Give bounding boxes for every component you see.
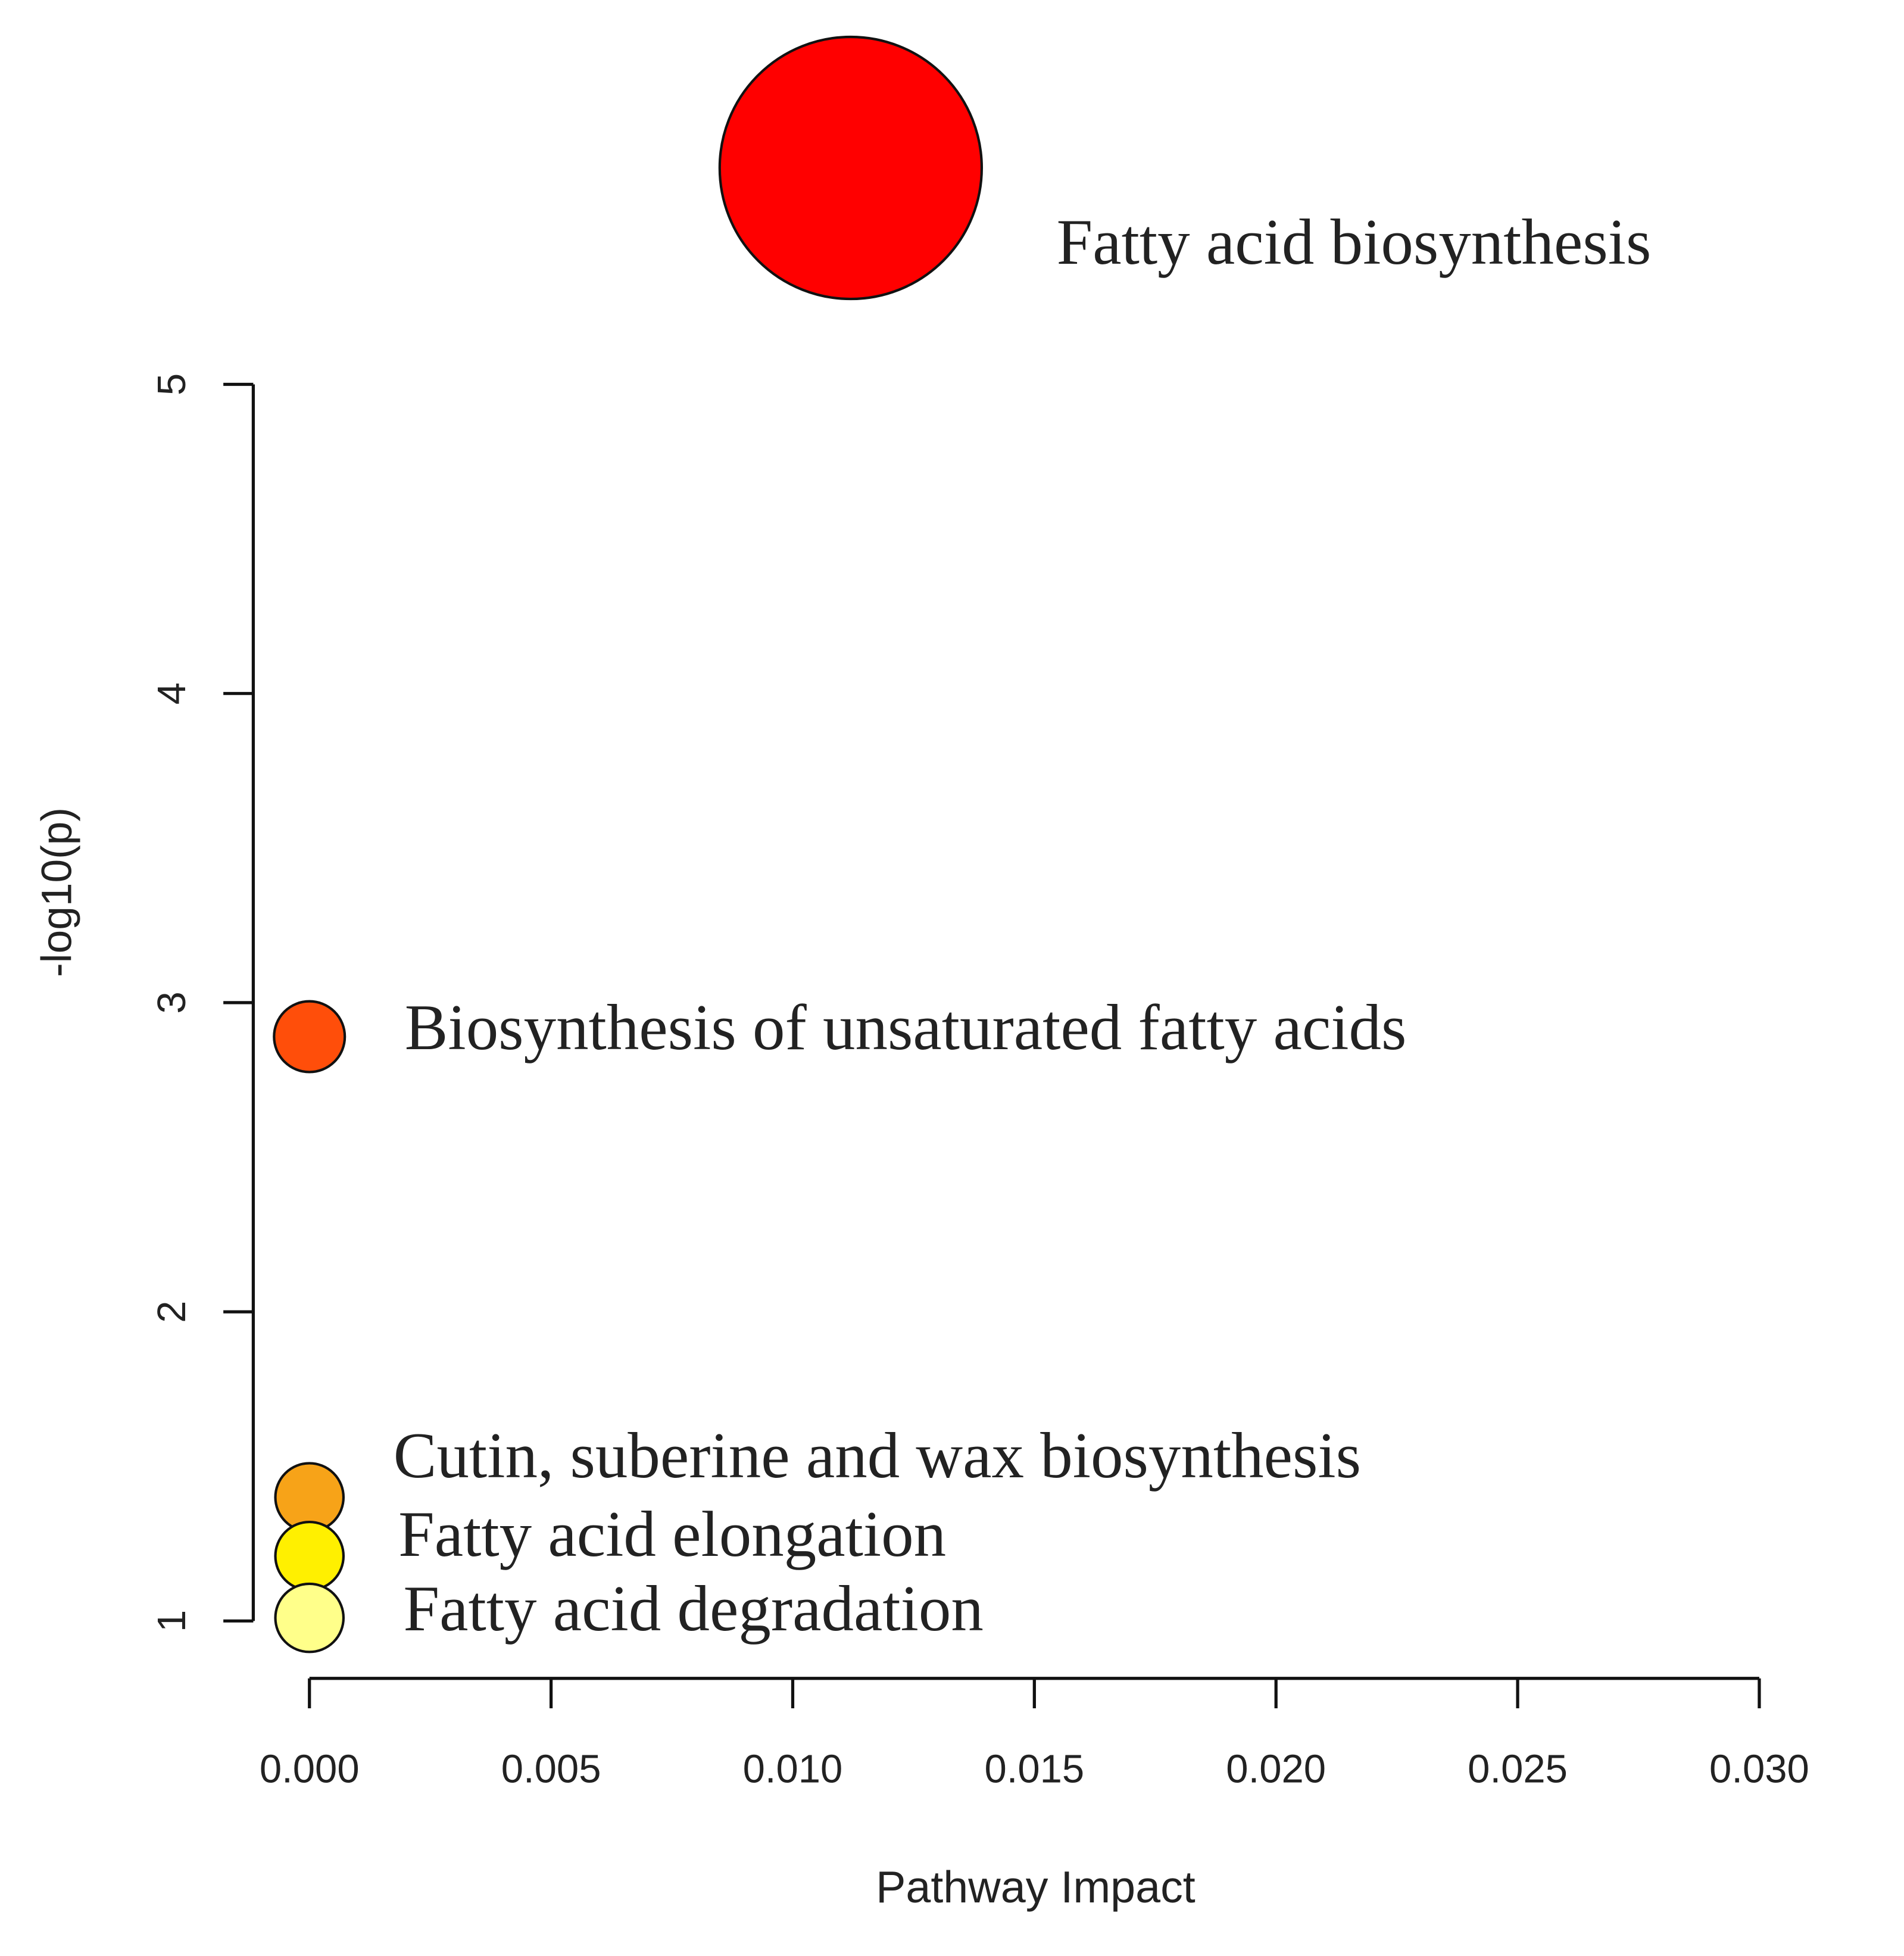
y-tick-label: 4 bbox=[149, 682, 194, 704]
y-axis-label: -log10(p) bbox=[33, 807, 80, 977]
point-label: Cutin, suberine and wax biosynthesis bbox=[394, 1420, 1361, 1492]
x-tick-label: 0.020 bbox=[1226, 1747, 1326, 1792]
bubble bbox=[274, 1582, 345, 1654]
point-label: Fatty acid degradation bbox=[404, 1573, 984, 1645]
point-label: Fatty acid elongation bbox=[398, 1498, 946, 1570]
bubble bbox=[718, 35, 984, 301]
x-axis-label: Pathway Impact bbox=[876, 1862, 1196, 1912]
x-tick-label: 0.025 bbox=[1468, 1747, 1568, 1792]
x-tick-label: 0.000 bbox=[260, 1747, 360, 1792]
bubble bbox=[273, 1000, 347, 1074]
bubble bbox=[274, 1520, 345, 1592]
point-label: Fatty acid biosynthesis bbox=[1057, 206, 1652, 278]
x-tick-label: 0.015 bbox=[984, 1747, 1084, 1792]
y-tick-label: 1 bbox=[149, 1610, 194, 1632]
y-tick-label: 2 bbox=[149, 1300, 194, 1322]
x-tick-label: 0.010 bbox=[743, 1747, 843, 1792]
y-tick-label: 3 bbox=[149, 991, 194, 1013]
x-tick-label: 0.005 bbox=[501, 1747, 601, 1792]
x-tick-label: 0.030 bbox=[1709, 1747, 1809, 1792]
y-tick-label: 5 bbox=[149, 373, 194, 395]
point-label: Biosynthesis of unsaturated fatty acids bbox=[405, 991, 1407, 1063]
